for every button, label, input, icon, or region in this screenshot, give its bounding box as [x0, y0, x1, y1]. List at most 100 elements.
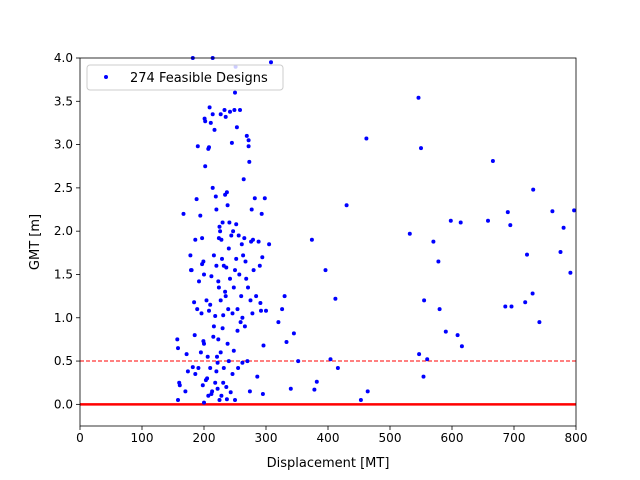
reference-lines — [80, 360, 576, 406]
data-point — [312, 387, 317, 392]
x-axis-ticks: 0 100 200 300 400 500 600 700 800 — [76, 426, 587, 445]
data-point — [260, 255, 265, 260]
data-point — [213, 380, 218, 385]
data-point — [358, 398, 363, 402]
data-point — [262, 196, 267, 201]
data-point — [459, 344, 464, 349]
data-point — [431, 239, 436, 244]
data-point — [197, 279, 201, 284]
data-point — [364, 136, 369, 141]
data-point — [531, 187, 536, 192]
data-point — [192, 333, 197, 338]
data-point — [215, 360, 220, 365]
data-point — [267, 242, 272, 247]
data-point — [213, 194, 218, 199]
data-point — [218, 298, 223, 303]
data-point — [344, 203, 349, 208]
data-point — [240, 360, 245, 365]
data-point — [243, 259, 248, 264]
data-point — [210, 112, 215, 117]
data-point — [184, 352, 189, 357]
data-point — [216, 279, 221, 284]
data-point — [219, 237, 224, 242]
data-point — [443, 329, 448, 334]
data-point — [220, 256, 224, 261]
data-point — [203, 119, 208, 124]
data-point — [177, 383, 182, 388]
data-point — [208, 120, 213, 125]
data-point — [200, 236, 205, 241]
data-point — [221, 380, 226, 385]
x-tick-label: 300 — [255, 431, 278, 445]
data-point — [314, 379, 319, 384]
data-point — [213, 314, 218, 318]
data-point — [193, 237, 198, 242]
data-point — [233, 398, 237, 402]
data-point — [249, 207, 254, 212]
data-point — [232, 108, 237, 112]
data-point — [217, 398, 222, 402]
data-point — [226, 307, 231, 312]
data-point — [309, 237, 314, 242]
data-point — [236, 366, 241, 370]
data-point — [561, 225, 566, 230]
data-point — [231, 285, 236, 290]
data-point — [207, 145, 211, 150]
data-point — [244, 133, 249, 138]
data-point — [259, 211, 264, 216]
data-point — [558, 250, 563, 254]
data-point — [218, 350, 223, 355]
data-point — [237, 272, 242, 277]
data-point — [288, 386, 293, 391]
data-point — [284, 340, 289, 344]
data-point — [183, 389, 188, 394]
data-points — [175, 56, 577, 405]
data-point — [196, 366, 201, 370]
data-point — [245, 359, 250, 364]
data-point — [530, 291, 535, 296]
data-point — [239, 242, 244, 247]
data-point — [189, 268, 194, 273]
data-point — [238, 320, 243, 325]
data-point — [198, 350, 203, 355]
data-point — [226, 359, 231, 364]
data-point — [204, 298, 209, 303]
data-point — [242, 324, 247, 329]
data-point — [235, 328, 240, 333]
data-point — [508, 223, 513, 228]
data-point — [220, 326, 225, 331]
data-point — [280, 307, 285, 312]
data-point — [258, 301, 263, 305]
data-point — [176, 398, 180, 402]
legend-label: 274 Feasible Designs — [130, 71, 268, 86]
data-point — [503, 304, 508, 309]
data-point — [486, 218, 490, 223]
data-point — [233, 268, 237, 273]
x-tick-label: 500 — [379, 431, 402, 445]
data-point — [234, 125, 239, 130]
data-point — [224, 385, 229, 389]
data-point — [254, 294, 259, 299]
x-axis-label: Displacement [MT] — [267, 456, 390, 471]
data-point — [202, 341, 206, 346]
data-point — [251, 268, 256, 273]
data-point — [221, 313, 226, 318]
data-point — [244, 276, 249, 281]
data-point — [223, 114, 228, 119]
data-point — [230, 311, 235, 316]
data-point — [210, 389, 215, 394]
data-point — [417, 352, 422, 357]
x-tick-label: 100 — [131, 431, 154, 445]
data-point — [185, 369, 190, 374]
data-point — [259, 308, 263, 313]
data-point — [188, 253, 193, 258]
data-point — [365, 389, 370, 394]
data-point — [217, 224, 222, 229]
data-point — [333, 296, 338, 301]
data-point — [214, 263, 219, 268]
data-point — [323, 268, 328, 273]
y-tick-label: 1.0 — [54, 311, 73, 325]
data-point — [525, 252, 529, 257]
data-point — [250, 311, 255, 316]
